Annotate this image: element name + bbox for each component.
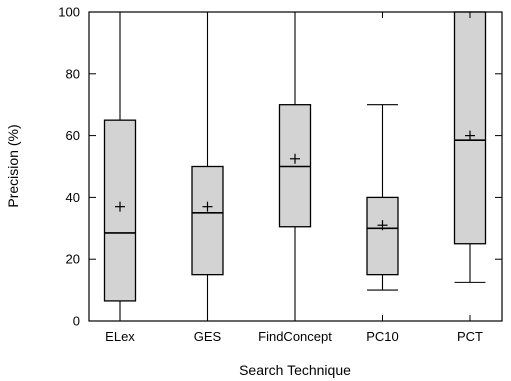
x-tick-label: FindConcept — [258, 329, 332, 344]
x-tick-label: PCT — [457, 329, 483, 344]
y-tick-label: 100 — [58, 5, 80, 20]
x-tick-label: GES — [194, 329, 222, 344]
iqr-box — [366, 196, 399, 276]
box-pc10 — [366, 104, 399, 291]
box-findconcept — [278, 11, 312, 322]
x-axis-label: Search Technique — [239, 362, 351, 378]
iqr-box — [191, 165, 224, 276]
y-tick-label: 40 — [66, 190, 80, 205]
y-axis-label: Precision (%) — [5, 124, 21, 207]
x-tick-label: PC10 — [366, 329, 399, 344]
iqr-box — [453, 11, 487, 245]
x-tick-label: ELex — [105, 329, 135, 344]
y-axis: 0 20 40 60 80 100 — [58, 5, 502, 329]
box-ges — [191, 11, 224, 322]
x-axis: ELex GES FindConcept PC10 PCT — [105, 12, 483, 344]
boxes-layer — [103, 11, 487, 322]
box-pct — [453, 11, 487, 283]
y-tick-label: 0 — [73, 314, 80, 329]
y-tick-label: 80 — [66, 66, 80, 81]
y-tick-label: 20 — [66, 252, 80, 267]
y-tick-label: 60 — [66, 128, 80, 143]
box-elex — [103, 11, 137, 322]
